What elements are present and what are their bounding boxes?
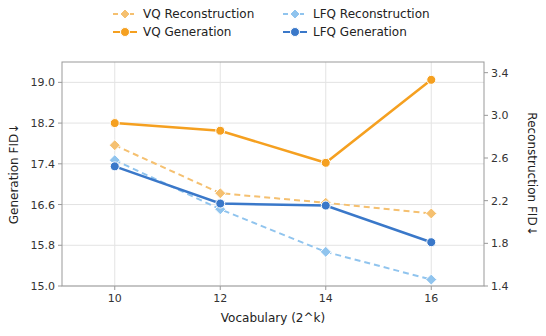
tick [58, 204, 62, 205]
point [110, 162, 119, 171]
plot-area [109, 75, 437, 285]
point [216, 199, 225, 208]
legend-marker [290, 9, 300, 19]
point [426, 208, 437, 219]
point [426, 274, 437, 285]
point [427, 75, 436, 84]
legend-marker [120, 9, 130, 19]
series [110, 75, 436, 167]
tick [58, 163, 62, 164]
legend-marker [121, 28, 130, 37]
tick [484, 200, 488, 201]
tick [484, 115, 488, 116]
tick [484, 286, 488, 287]
point [321, 201, 330, 210]
legend-label: LFQ Generation [313, 25, 407, 39]
legend-marker [291, 28, 300, 37]
tick [114, 286, 115, 290]
tick-label: 1.4 [491, 280, 509, 293]
grid-line [114, 62, 115, 286]
point [427, 238, 436, 247]
tick-label: 3.4 [491, 67, 509, 80]
tick-label: 19.0 [31, 76, 56, 89]
point [321, 158, 330, 167]
tick [484, 72, 488, 73]
series [110, 162, 436, 247]
series [109, 155, 437, 285]
point [110, 119, 119, 128]
x-axis-label: Vocabulary (2^k) [221, 311, 325, 325]
grid-line [62, 82, 484, 83]
legend-label: VQ Generation [143, 25, 231, 39]
grid [62, 62, 484, 286]
tick-label: 3.0 [491, 109, 509, 122]
tick [325, 286, 326, 290]
grid-line [62, 245, 484, 246]
line [115, 160, 432, 279]
tick [484, 158, 488, 159]
tick-label: 16 [424, 292, 438, 305]
y2-axis-label: Reconstruction FID↓ [525, 112, 539, 235]
plot-frame [62, 62, 484, 286]
tick-label: 2.2 [491, 195, 509, 208]
legend-label: LFQ Reconstruction [313, 7, 430, 21]
tick-label: 2.6 [491, 152, 509, 165]
tick-label: 10 [108, 292, 122, 305]
legend: VQ Reconstruction VQ Generation LFQ Recons… [113, 7, 430, 39]
tick-label: 14 [319, 292, 333, 305]
tick-label: 18.2 [31, 117, 56, 130]
line [115, 80, 432, 163]
legend-label: VQ Reconstruction [143, 7, 254, 21]
point [109, 140, 120, 151]
tick [58, 245, 62, 246]
tick-label: 15.0 [31, 280, 56, 293]
grid-line [431, 62, 432, 286]
tick [484, 243, 488, 244]
tick-label: 16.6 [31, 199, 56, 212]
tick-label: 1.8 [491, 237, 509, 250]
tick [220, 286, 221, 290]
point [320, 246, 331, 257]
point [216, 126, 225, 135]
line [115, 145, 432, 213]
grid-line [220, 62, 221, 286]
point [215, 188, 226, 199]
tick-label: 15.8 [31, 239, 56, 252]
tick-label: 12 [213, 292, 227, 305]
tick-label: 17.4 [31, 158, 56, 171]
tick [58, 123, 62, 124]
tick [58, 82, 62, 83]
tick [58, 286, 62, 287]
series [109, 140, 437, 219]
y-axis-label: Generation FID↓ [7, 124, 21, 225]
line [115, 166, 432, 242]
chart: 10 12 14 16 15.0 15.8 16.6 17.4 18.2 19.0 1.4 1.8 2.… [0, 0, 546, 336]
tick [431, 286, 432, 290]
